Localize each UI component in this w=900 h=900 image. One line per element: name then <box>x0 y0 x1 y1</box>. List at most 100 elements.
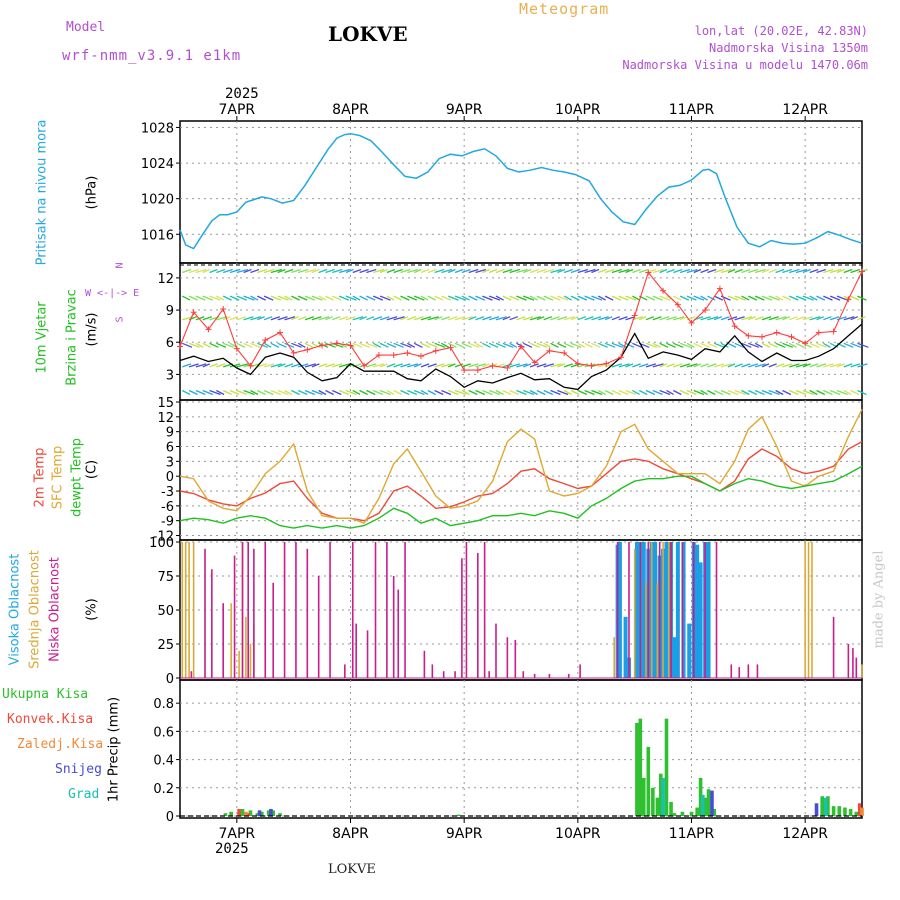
wind-arrow <box>700 342 710 348</box>
wind-arrow <box>311 389 323 396</box>
wind-arrow <box>332 363 343 368</box>
cloud-low-bar <box>264 542 267 678</box>
wind-arrow <box>788 389 799 396</box>
cloud-low-bar <box>317 576 320 678</box>
wind-arrow <box>850 342 862 348</box>
cloud-low-bar <box>852 648 854 678</box>
wind-arrow <box>577 389 588 396</box>
wind-arrow <box>468 295 478 301</box>
wind-arrow <box>345 295 357 301</box>
precip-snow-bar <box>257 810 262 816</box>
wind-arrow <box>270 316 281 321</box>
wind-arrow <box>618 342 627 348</box>
wind-arrow <box>795 389 807 396</box>
wind-arrow <box>830 268 842 274</box>
wind-arrow <box>366 295 376 301</box>
wind-arrow <box>693 363 702 368</box>
cloud-low-bar <box>506 637 509 678</box>
wind-arrow <box>250 295 259 301</box>
wind-arrow <box>598 268 607 274</box>
wind-arrow <box>761 268 770 274</box>
wind-arrow <box>754 295 765 301</box>
wind-arrow <box>597 295 606 301</box>
wind-arrow <box>727 316 738 321</box>
wind-arrow <box>652 363 664 368</box>
wind-arrow <box>529 295 538 301</box>
wind-arrow <box>257 363 267 368</box>
wind-arrow <box>639 363 649 368</box>
wind-arrow <box>795 268 808 274</box>
wind-arrow <box>563 295 572 301</box>
wind-arrow <box>448 389 459 396</box>
wind-arrow <box>611 316 621 321</box>
ytick-label: 0.2 <box>153 782 174 797</box>
temperature-frame <box>179 399 863 541</box>
wind-arrow <box>468 316 477 321</box>
ytick-label: 0.6 <box>153 725 174 740</box>
precip-legend-snow: Snijeg <box>55 762 102 777</box>
wind-arrow <box>420 295 429 301</box>
wind-arrow <box>748 316 757 321</box>
wind-arrow <box>625 342 635 348</box>
wind-arrow <box>550 389 561 396</box>
precip-total-bar <box>698 777 703 816</box>
wind-arrow <box>536 389 546 396</box>
wind-arrow <box>284 316 296 321</box>
wind-arrow <box>618 268 630 274</box>
wind-arrow <box>386 389 395 396</box>
wind-arrow <box>222 342 234 348</box>
wind-arrow <box>270 342 280 348</box>
wind-arrow <box>564 316 575 321</box>
date-label-bottom: 11APR <box>669 826 715 842</box>
wind-arrow <box>523 342 533 348</box>
wind-arrow <box>488 316 500 321</box>
wind-arrow <box>216 268 226 274</box>
wind-arrow <box>488 342 499 348</box>
wind-arrow <box>666 342 676 348</box>
wind-arrow <box>475 316 485 321</box>
wind-arrow <box>434 268 445 274</box>
cloud-low-bar <box>579 664 581 678</box>
wind-arrow <box>257 389 266 396</box>
wind-arrow <box>291 342 302 348</box>
wind-arrow <box>754 389 765 396</box>
wind-arrow <box>679 316 689 321</box>
wind-arrow <box>741 316 753 321</box>
wind-arrow <box>202 268 211 274</box>
wind-arrow <box>700 363 709 368</box>
wind-arrow <box>454 268 464 274</box>
wind-arrow <box>543 389 554 396</box>
precip-convective-bar <box>237 808 241 816</box>
wind-arrow <box>318 363 328 368</box>
precip-total-bar <box>820 796 825 816</box>
precip-total-bar <box>456 814 461 816</box>
cloud-high-bar <box>641 542 646 678</box>
wind-arrow <box>632 268 641 274</box>
wind-arrow <box>195 295 206 301</box>
wind-arrow <box>782 389 792 396</box>
cloud-low-bar <box>639 542 642 678</box>
wind-arrow <box>693 342 703 348</box>
wind-arrow <box>182 268 192 274</box>
wind-arrow <box>236 295 248 301</box>
wind-arrow <box>843 316 855 321</box>
ytick-label: 6 <box>166 336 174 351</box>
precip-total-bar <box>680 811 685 816</box>
cloud-low-bar <box>477 552 479 678</box>
wind-arrow <box>413 342 423 348</box>
wind-arrow <box>713 295 724 301</box>
wind-arrow <box>325 316 333 321</box>
wind-arrow <box>509 342 518 348</box>
wind-arrow <box>332 268 343 274</box>
cloud-low-bar <box>847 644 850 678</box>
wind-arrow <box>836 268 845 274</box>
wind-arrow <box>482 295 493 301</box>
wind-arrow <box>454 342 465 348</box>
wind-arrow <box>434 363 445 368</box>
wind-arrow <box>379 316 390 321</box>
wind-arrow <box>700 316 711 321</box>
ytick-label: 0.8 <box>153 697 174 712</box>
cloud-high-bar <box>695 544 700 678</box>
wind-arrow <box>523 389 535 396</box>
cloud-low-bar <box>272 582 275 678</box>
